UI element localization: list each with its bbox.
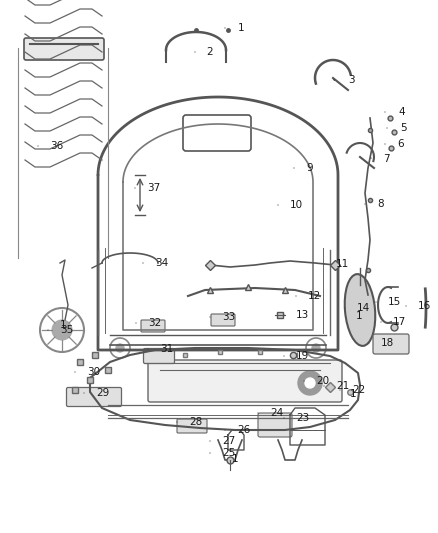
Text: 28: 28 (189, 417, 202, 427)
FancyBboxPatch shape (183, 115, 251, 151)
Text: 1: 1 (356, 311, 363, 321)
Text: 4: 4 (398, 107, 405, 117)
FancyBboxPatch shape (258, 413, 292, 437)
Circle shape (52, 320, 72, 340)
Circle shape (305, 378, 315, 388)
Circle shape (312, 344, 320, 352)
Text: 30: 30 (87, 367, 100, 377)
Text: 11: 11 (336, 259, 349, 269)
Text: 37: 37 (147, 183, 160, 193)
Text: 34: 34 (155, 258, 168, 268)
Text: 31: 31 (160, 344, 173, 354)
Text: 27: 27 (222, 436, 235, 446)
Text: 35: 35 (60, 325, 73, 335)
Text: 15: 15 (388, 297, 401, 307)
Circle shape (298, 371, 322, 395)
Text: 1: 1 (60, 320, 67, 330)
FancyBboxPatch shape (24, 38, 104, 60)
FancyBboxPatch shape (177, 419, 207, 433)
Text: 6: 6 (397, 139, 404, 149)
Text: 1: 1 (232, 454, 239, 464)
Text: 17: 17 (393, 317, 406, 327)
FancyBboxPatch shape (141, 320, 165, 332)
FancyBboxPatch shape (373, 334, 409, 354)
Text: 20: 20 (316, 376, 329, 386)
Circle shape (116, 344, 124, 352)
Text: 1: 1 (350, 389, 357, 399)
Text: 7: 7 (383, 154, 390, 164)
Text: 26: 26 (237, 425, 250, 435)
FancyBboxPatch shape (148, 360, 342, 402)
Text: 10: 10 (290, 200, 303, 210)
Text: 2: 2 (206, 47, 212, 57)
FancyBboxPatch shape (211, 314, 235, 326)
Text: 19: 19 (296, 351, 309, 361)
Text: 3: 3 (348, 75, 355, 85)
Text: 13: 13 (296, 310, 309, 320)
Text: 22: 22 (352, 385, 365, 395)
FancyBboxPatch shape (144, 349, 174, 364)
Text: 23: 23 (296, 413, 309, 423)
Text: 29: 29 (96, 388, 109, 398)
Text: 8: 8 (377, 199, 384, 209)
Text: 36: 36 (50, 141, 63, 151)
FancyBboxPatch shape (67, 387, 121, 407)
Text: 9: 9 (306, 163, 313, 173)
Text: 18: 18 (381, 338, 394, 348)
Text: 33: 33 (222, 312, 235, 322)
Text: 16: 16 (418, 301, 431, 311)
Text: 32: 32 (148, 318, 161, 328)
Text: 14: 14 (357, 303, 370, 313)
Text: 24: 24 (270, 408, 283, 418)
Text: 25: 25 (222, 448, 235, 458)
Ellipse shape (345, 274, 375, 346)
Text: 5: 5 (400, 123, 406, 133)
Text: 12: 12 (308, 291, 321, 301)
Text: 1: 1 (238, 23, 245, 33)
Text: 21: 21 (336, 381, 349, 391)
